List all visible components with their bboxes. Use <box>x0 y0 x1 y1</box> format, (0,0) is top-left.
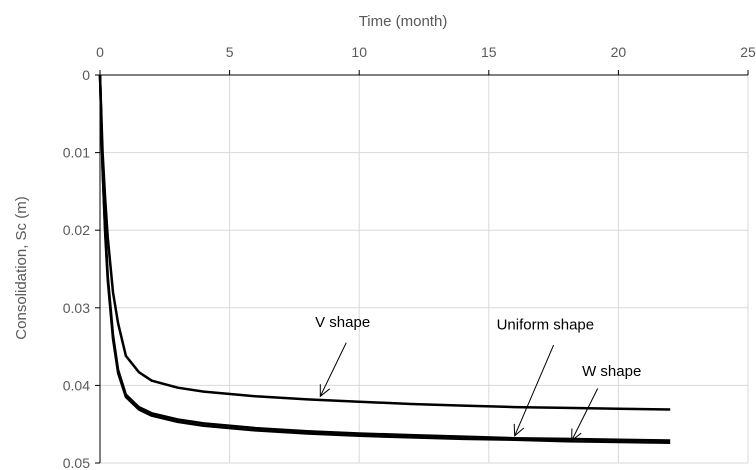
v-shape-line <box>98 74 671 411</box>
y-tick-labels: 0 0.01 0.02 0.03 0.04 0.05 <box>63 67 90 470</box>
uniform-shape-arrow <box>514 344 555 437</box>
y-tick-label: 0.02 <box>63 222 90 238</box>
grid-lines <box>100 75 749 464</box>
w-shape-annotation: W shape <box>582 363 641 380</box>
y-tick-label: 0.05 <box>63 455 90 470</box>
x-tick-label: 20 <box>611 44 627 60</box>
y-tick-label: 0.03 <box>63 300 90 316</box>
uniform-shape-annotation: Uniform shape <box>497 317 595 334</box>
axes <box>95 70 749 464</box>
x-tick-label: 0 <box>96 44 104 60</box>
x-tick-label: 25 <box>740 44 756 60</box>
w-shape-line <box>98 74 671 445</box>
v-shape-annotation: V shape <box>315 314 370 331</box>
y-axis-title: Consolidation, Sc (m) <box>13 196 30 339</box>
x-tick-labels: 0 5 10 15 20 25 <box>96 44 756 60</box>
x-tick-label: 15 <box>481 44 497 60</box>
uniform-shape-arrowhead <box>513 423 525 437</box>
series-lines <box>98 74 671 445</box>
y-tick-label: 0.04 <box>63 377 90 393</box>
w-shape-arrow <box>571 388 599 441</box>
v-shape-arrowhead <box>319 384 331 398</box>
y-tick-label: 0 <box>82 67 90 83</box>
v-shape-arrow <box>319 342 347 397</box>
w-shape-arrowhead <box>571 428 582 442</box>
x-tick-label: 10 <box>351 44 367 60</box>
annotations: V shape Uniform shape W shape <box>315 314 641 442</box>
x-axis-title: Time (month) <box>359 13 448 30</box>
y-tick-label: 0.01 <box>63 145 90 161</box>
x-tick-label: 5 <box>226 44 234 60</box>
